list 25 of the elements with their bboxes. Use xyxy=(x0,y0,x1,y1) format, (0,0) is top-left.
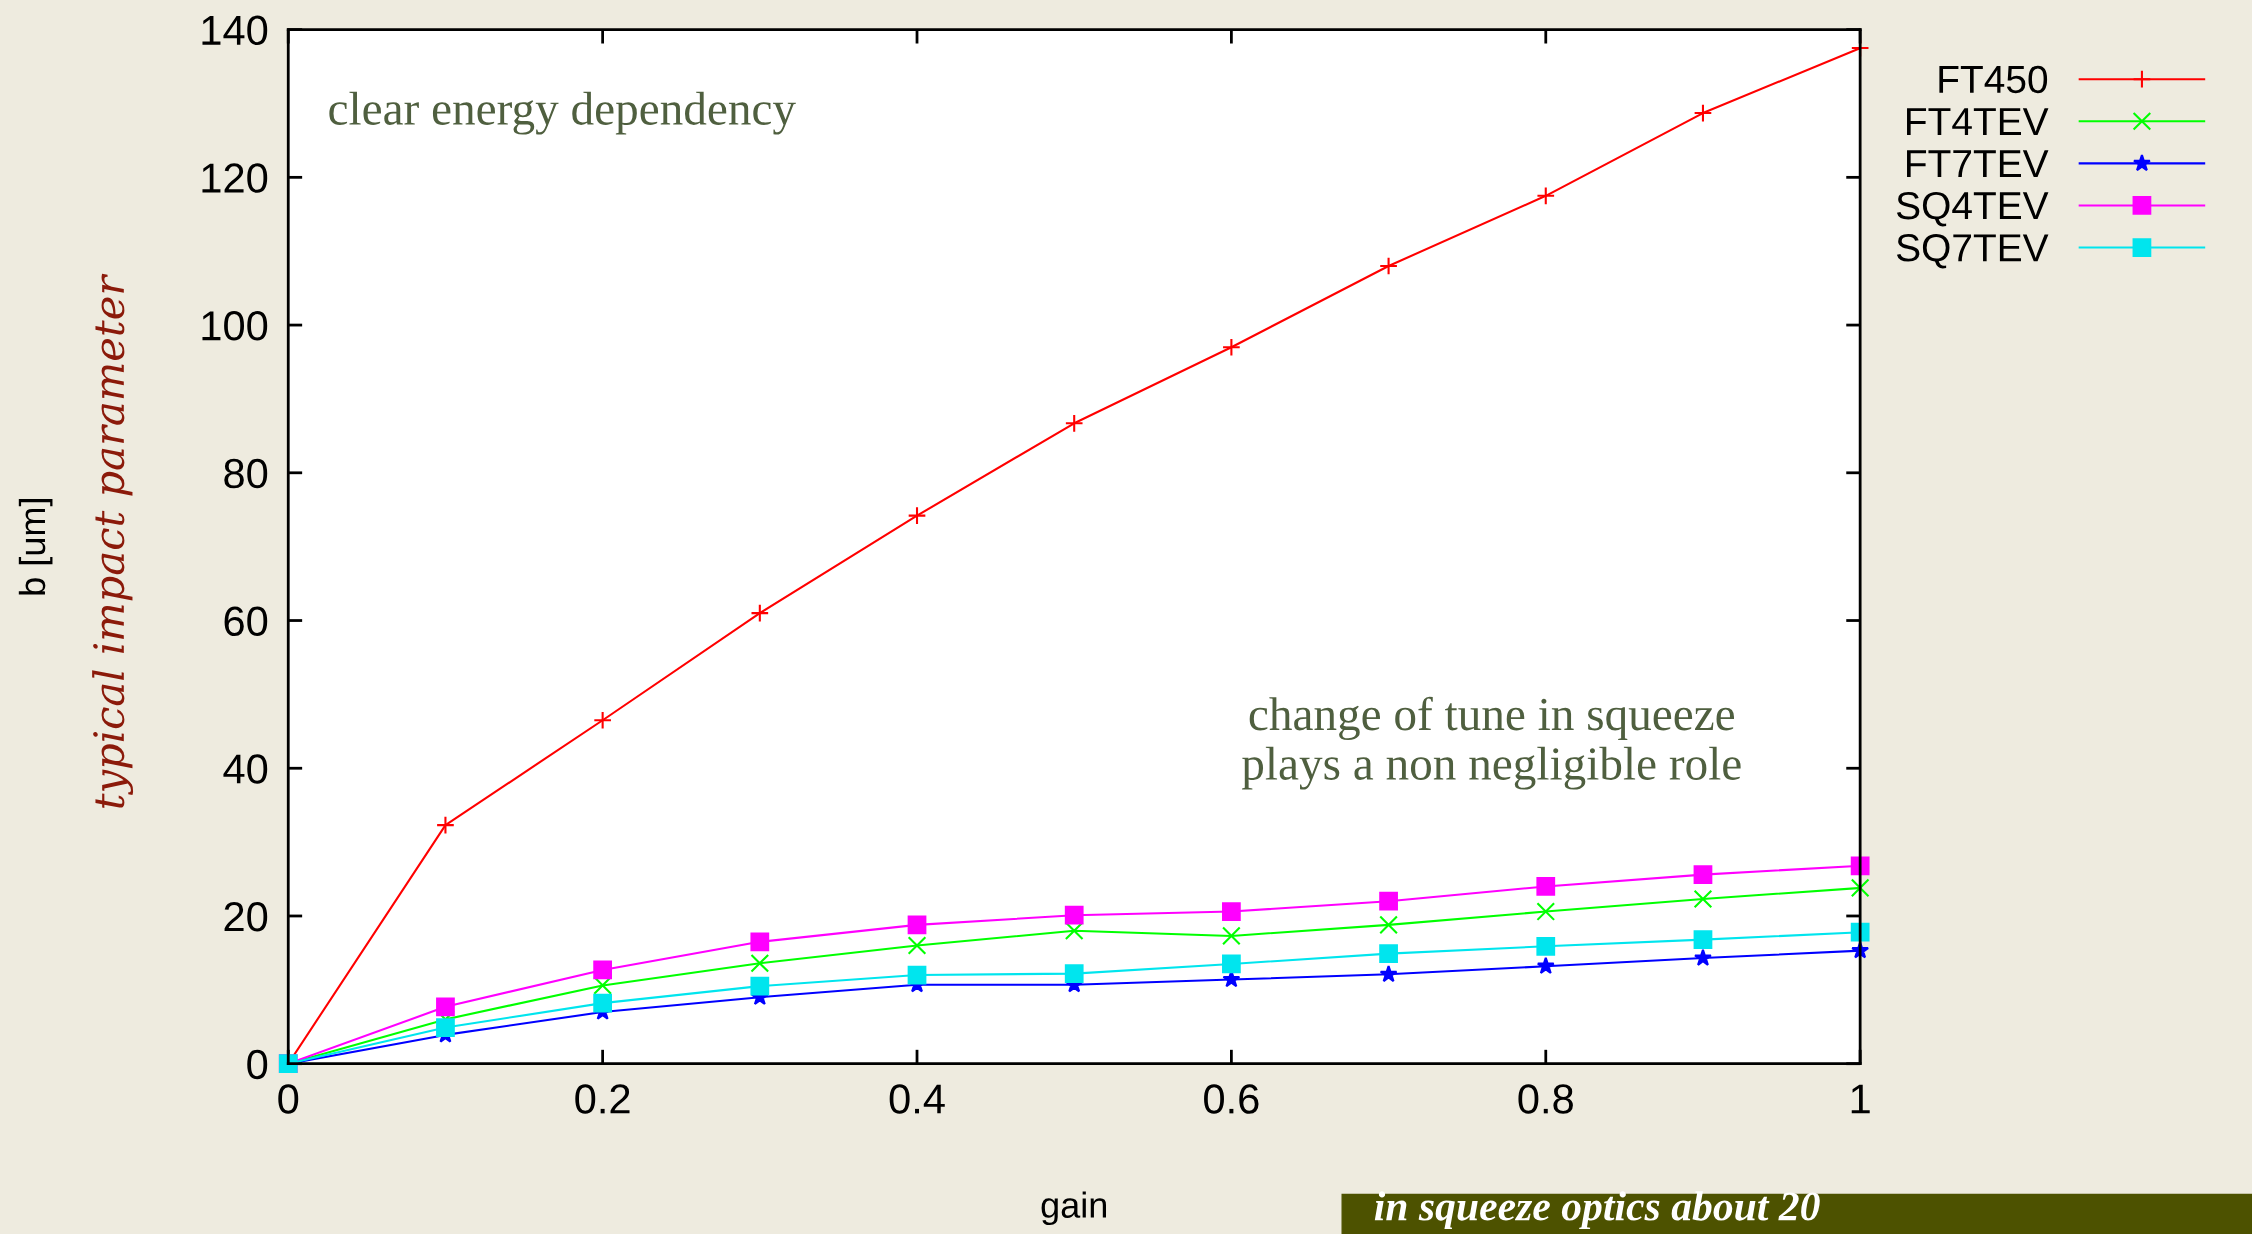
y-tick-label: 0 xyxy=(247,1049,268,1080)
x-tick-label: 0.8 xyxy=(1518,1084,1573,1114)
legend-label: FT4TEV xyxy=(1907,108,2049,135)
y-tick-label: 40 xyxy=(223,754,268,784)
annotation: change of tune in squeeze plays a non negligible role xyxy=(1242,696,1741,790)
x-axis-title: gain xyxy=(1041,1191,1106,1226)
y-tick-label: 80 xyxy=(224,458,268,489)
y-tick-label: 60 xyxy=(224,606,268,637)
x-tick-label: 0.4 xyxy=(889,1084,945,1114)
x-tick-label: 0.2 xyxy=(575,1084,630,1114)
legend-label: SQ4TEV xyxy=(1896,191,2049,227)
annotation: clear energy dependency xyxy=(329,91,796,135)
y-tick-label: 140 xyxy=(202,15,268,46)
y-axis-title: b [um] xyxy=(18,499,53,595)
x-tick-label: 1 xyxy=(1851,1084,1870,1114)
y-tick-label: 100 xyxy=(202,311,268,341)
x-tick-label: 0 xyxy=(278,1084,299,1114)
x-tick-label: 0.6 xyxy=(1204,1084,1259,1114)
y-tick-label: 120 xyxy=(202,163,268,193)
y-tick-label: 20 xyxy=(224,901,268,932)
legend-label: FT450 xyxy=(1939,65,2048,94)
legend-label: SQ7TEV xyxy=(1896,233,2049,269)
text: in squeeze optics about 20 xyxy=(1374,1191,1820,1230)
text: typical impact parameter xyxy=(92,273,134,808)
legend-label: FT7TEV xyxy=(1907,150,2049,177)
